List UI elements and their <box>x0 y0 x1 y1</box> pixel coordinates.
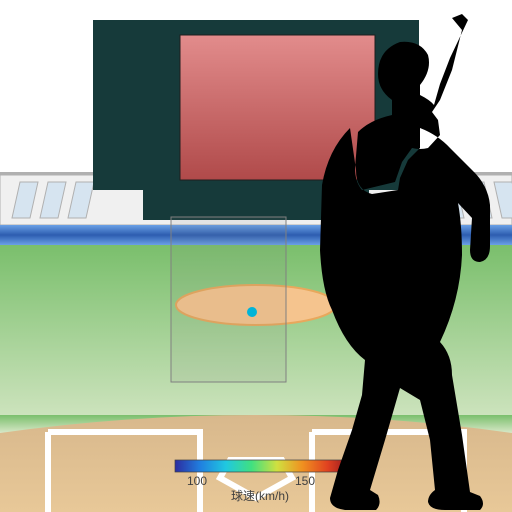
strike-zone <box>171 217 286 382</box>
colorbar <box>175 460 345 472</box>
colorbar-tick: 100 <box>187 474 207 488</box>
colorbar-label: 球速(km/h) <box>231 489 289 503</box>
pitch-point <box>247 307 257 317</box>
colorbar-tick: 150 <box>295 474 315 488</box>
